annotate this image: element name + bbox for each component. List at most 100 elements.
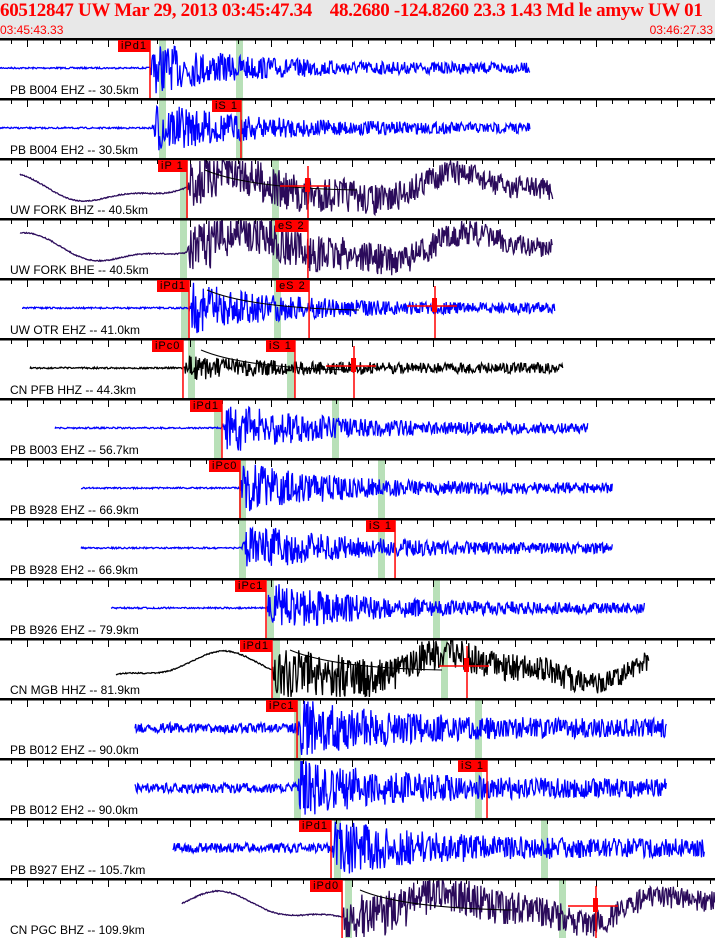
theoretical-arrival-marker <box>441 640 448 698</box>
waveform-trace <box>54 405 589 451</box>
phase-pick-label[interactable]: iPd1 <box>189 400 222 412</box>
theoretical-arrival-marker <box>180 220 187 278</box>
phase-pick-label[interactable]: iPc0 <box>151 340 184 352</box>
station-label: PB B926 EHZ -- 79.9km <box>10 623 139 637</box>
phase-pick-label[interactable]: iS 1 <box>458 760 487 772</box>
waveform-trace <box>80 464 613 512</box>
theoretical-arrival-marker <box>378 460 385 518</box>
trace-panel[interactable]: 03:46iPc0iS 1CN PFB HHZ -- 44.3km <box>0 338 715 398</box>
station-label: CN MGB HHZ -- 81.9km <box>10 683 141 697</box>
trace-panel[interactable]: 03:46iPd1PB B003 EHZ -- 56.7km <box>0 398 715 458</box>
trace-panel[interactable]: 03:46iPd1eS 2UW OTR EHZ -- 41.0km <box>0 278 715 338</box>
trace-panel[interactable]: 03:46eS 2UW FORK BHE -- 40.5km <box>0 218 715 278</box>
theoretical-arrival-marker <box>475 700 482 758</box>
phase-pick-label[interactable]: iS 1 <box>211 100 241 112</box>
waveform-trace <box>22 282 556 334</box>
phase-pick-label[interactable]: iS 1 <box>366 520 395 532</box>
trace-plot <box>0 758 715 818</box>
theoretical-arrival-marker <box>236 40 243 98</box>
trace-panel[interactable]: 03:46iS 1PB B928 EH2 -- 66.9km <box>0 518 715 578</box>
waveform-trace <box>134 760 667 815</box>
theoretical-arrival-marker <box>541 820 548 878</box>
amplitude-pick-marker <box>351 358 356 372</box>
event-header: 60512847 UW Mar 29, 2013 03:45:47.34 48.… <box>0 0 715 38</box>
phase-pick-label[interactable]: iPd1 <box>299 820 332 832</box>
trace-panel[interactable]: 03:46iS 1PB B012 EH2 -- 90.0km <box>0 758 715 818</box>
theoretical-arrival-marker <box>236 100 243 158</box>
amplitude-pick-marker <box>305 178 310 192</box>
trace-plot <box>0 98 715 158</box>
trace-panel[interactable]: 03:46iPd1PB B927 EHZ -- 105.7km <box>0 818 715 878</box>
station-label: UW FORK BHE -- 40.5km <box>10 263 149 277</box>
trace-plot <box>0 158 715 218</box>
amplitude-pick-marker <box>432 298 437 312</box>
phase-pick-label[interactable]: iP 1 <box>158 160 187 172</box>
phase-pick-label[interactable]: iPc1 <box>235 580 267 592</box>
trace-plot <box>0 458 715 518</box>
station-label: PB B004 EH2 -- 30.5km <box>10 143 139 157</box>
theoretical-arrival-marker <box>559 880 566 938</box>
waveform-trace <box>80 526 613 567</box>
theoretical-arrival-marker <box>345 880 352 938</box>
coda-fit-curve <box>204 169 358 191</box>
phase-pick-label[interactable]: iPc1 <box>266 700 298 712</box>
trace-plot <box>0 278 715 338</box>
trace-panel[interactable]: 03:46iPc1PB B926 EHZ -- 79.9km <box>0 578 715 638</box>
station-label: CN PGC BHZ -- 109.9km <box>10 923 145 937</box>
theoretical-arrival-marker <box>273 640 280 698</box>
waveform-trace <box>134 700 667 755</box>
trace-plot <box>0 218 715 278</box>
event-title: 60512847 UW Mar 29, 2013 03:45:47.34 48.… <box>0 0 715 21</box>
station-label: PB B004 EHZ -- 30.5km <box>10 83 139 97</box>
trace-panel[interactable]: 03:46iPd1CN MGB HHZ -- 81.9km <box>0 638 715 698</box>
coda-fit-curve <box>289 649 443 671</box>
phase-pick-label[interactable]: iS 1 <box>265 340 295 352</box>
trace-panel[interactable]: 03:46iPc1PB B012 EHZ -- 90.0km <box>0 698 715 758</box>
phase-pick-label[interactable]: iPc0 <box>209 460 241 472</box>
phase-pick-label[interactable]: iPd1 <box>117 40 151 52</box>
station-label: UW FORK BHZ -- 40.5km <box>10 203 149 217</box>
waveform-trace <box>29 355 564 380</box>
phase-pick-label[interactable]: iPd1 <box>240 640 273 652</box>
waveform-trace <box>110 584 646 627</box>
station-label: CN PFB HHZ -- 44.3km <box>10 383 137 397</box>
trace-plot <box>0 578 715 638</box>
station-label: PB B012 EH2 -- 90.0km <box>10 803 139 817</box>
window-end-time: 03:46:27.33 <box>649 23 713 37</box>
waveform-trace <box>0 45 531 94</box>
station-label: PB B003 EHZ -- 56.7km <box>10 443 139 457</box>
station-label: UW OTR EHZ -- 41.0km <box>10 323 141 337</box>
station-label: PB B012 EHZ -- 90.0km <box>10 743 139 757</box>
window-start-time: 03:45:43.33 <box>0 23 64 37</box>
amplitude-pick-marker <box>464 658 469 672</box>
theoretical-arrival-marker <box>181 280 188 338</box>
theoretical-arrival-marker <box>433 580 440 638</box>
trace-panel[interactable]: 03:46iPd0CN PGC BHZ -- 109.9km <box>0 878 715 938</box>
phase-pick-label[interactable]: iPd1 <box>156 280 190 292</box>
waveform-trace <box>181 880 715 938</box>
amplitude-pick-marker <box>593 898 598 912</box>
waveform-trace <box>0 104 531 151</box>
coda-fit-curve <box>359 889 513 911</box>
theoretical-arrival-marker <box>287 340 294 398</box>
trace-plot <box>0 518 715 578</box>
station-label: PB B927 EHZ -- 105.7km <box>10 863 146 877</box>
trace-panel[interactable]: 03:46iPd1PB B004 EHZ -- 30.5km <box>0 38 715 98</box>
phase-pick-label[interactable]: eS 2 <box>274 220 308 232</box>
phase-pick-label[interactable]: eS 2 <box>276 280 309 292</box>
waveform-trace <box>19 160 554 217</box>
theoretical-arrival-marker <box>272 220 279 278</box>
trace-plot <box>0 878 715 938</box>
waveform-trace <box>172 821 705 874</box>
waveform-trace <box>19 219 553 276</box>
trace-panel[interactable]: 03:46iP 1UW FORK BHZ -- 40.5km <box>0 158 715 218</box>
phase-pick-label[interactable]: iPd0 <box>310 880 343 892</box>
trace-panel[interactable]: 03:46iPc0PB B928 EHZ -- 66.9km <box>0 458 715 518</box>
waveform-trace <box>115 640 650 698</box>
station-label: PB B928 EH2 -- 66.9km <box>10 563 139 577</box>
coda-fit-curve <box>200 349 354 371</box>
coda-fit-curve <box>206 289 360 311</box>
trace-plot <box>0 398 715 458</box>
trace-panel[interactable]: 03:46iS 1PB B004 EH2 -- 30.5km <box>0 98 715 158</box>
station-label: PB B928 EHZ -- 66.9km <box>10 503 139 517</box>
